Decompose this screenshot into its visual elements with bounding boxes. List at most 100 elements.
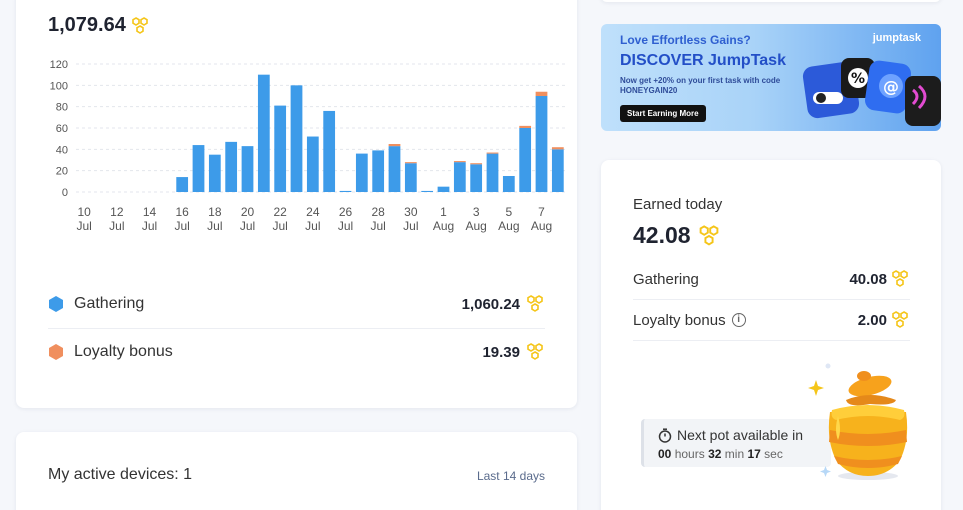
honey-pot-illustration[interactable] [808,360,918,485]
honeycomb-icon [527,343,543,360]
gathering-bar[interactable] [486,153,499,192]
pot-minutes: 32 [708,447,722,461]
next-pot-label: Next pot available in [677,427,804,443]
legend-row-gathering: Gathering 1,060.24 [48,280,545,328]
loyalty-bar[interactable] [535,91,548,96]
gathering-bar[interactable] [257,74,270,192]
legend-row-loyalty: Loyalty bonus 19.39 [48,328,545,376]
gathering-bar[interactable] [225,141,238,192]
pot-hours-unit: hours [674,447,705,461]
gathering-bar[interactable] [421,190,434,192]
gathering-bar[interactable] [453,162,466,192]
x-tick-label: Jul [142,219,157,233]
x-tick-label: 5 [505,205,512,219]
y-tick-label: 100 [50,80,68,92]
x-tick-label: 20 [241,205,255,219]
honeycomb-icon [527,295,543,312]
loyalty-bar[interactable] [404,162,417,164]
jumptask-promo-banner[interactable]: Love Effortless Gains? DISCOVER JumpTask… [601,24,941,131]
jumptask-logo: jumptask [872,32,921,44]
pot-seconds-unit: sec [764,447,783,461]
y-tick-label: 80 [56,102,68,114]
gathering-bar[interactable] [208,154,221,192]
gathering-bar[interactable] [306,136,319,192]
earned-label-gathering: Gathering [633,270,699,288]
x-tick-label: Jul [174,219,189,233]
svg-text:%: % [851,71,865,87]
stopwatch-icon [658,427,672,443]
y-tick-label: 60 [56,123,68,135]
x-tick-label: Aug [531,219,552,233]
balance-total-value: 1,079.64 [48,14,126,36]
gathering-bar[interactable] [339,190,352,192]
x-tick-label: 22 [273,205,287,219]
x-tick-label: Jul [109,219,124,233]
gathering-bar[interactable] [176,177,189,192]
banner-body: Now get +20% on your first task with cod… [620,76,781,95]
gathering-bar[interactable] [437,186,450,192]
gathering-bar[interactable] [290,85,303,192]
gathering-bar[interactable] [355,153,368,192]
x-tick-label: Aug [498,219,519,233]
earned-today-title: Earned today [633,196,723,213]
x-tick-label: 10 [77,205,91,219]
x-tick-label: 26 [339,205,353,219]
loyalty-bar[interactable] [519,125,532,128]
gathering-bar[interactable] [388,146,401,192]
earned-today-value: 42.08 [633,222,691,248]
x-tick-label: 18 [208,205,222,219]
info-icon[interactable]: i [731,313,746,327]
legend-value-loyalty: 19.39 [482,343,520,361]
loyalty-bar[interactable] [388,144,401,147]
x-tick-label: 28 [371,205,385,219]
svg-text:@: @ [883,77,899,96]
x-tick-label: Jul [403,219,418,233]
loyalty-bar[interactable] [453,161,466,163]
gathering-bar[interactable] [551,149,564,192]
gathering-bar[interactable] [274,105,287,192]
pot-hours: 00 [658,447,672,461]
devices-card: My active devices: 1 Last 14 days [16,432,577,510]
earned-today-total: 42.08 [633,222,721,249]
x-tick-label: 1 [440,205,447,219]
x-tick-label: Jul [338,219,353,233]
gathering-bar[interactable] [192,145,205,192]
gathering-bar[interactable] [470,164,483,192]
legend-label-gathering: Gathering [74,295,145,312]
x-tick-label: 3 [473,205,480,219]
honeycomb-icon [132,16,148,34]
loyalty-bar[interactable] [551,147,564,150]
pot-minutes-unit: min [724,447,745,461]
start-earning-button[interactable]: Start Earning More [620,105,706,122]
y-tick-label: 120 [50,59,68,71]
pot-seconds: 17 [747,447,761,461]
gathering-bar[interactable] [241,146,254,192]
right-top-card [601,0,941,2]
earned-row-loyalty: Loyalty bonus i 2.00 [633,300,910,340]
loyalty-bar[interactable] [486,152,499,154]
loyalty-bar[interactable] [470,163,483,165]
balance-total: 1,079.64 [48,14,150,37]
gathering-bar[interactable] [535,96,548,192]
x-tick-label: 24 [306,205,320,219]
gathering-hexagon-icon [49,296,63,312]
honeycomb-icon [892,270,908,287]
gathering-bar[interactable] [519,128,532,192]
x-tick-label: 16 [175,205,189,219]
x-tick-label: 14 [143,205,157,219]
devices-range-selector[interactable]: Last 14 days [476,469,545,483]
gathering-bar[interactable] [404,163,417,192]
y-tick-label: 40 [56,144,68,156]
devices-title: My active devices: 1 [48,466,193,483]
x-tick-label: Aug [433,219,454,233]
x-tick-label: Jul [207,219,222,233]
gathering-bar[interactable] [502,176,515,192]
earned-divider [633,299,910,300]
gathering-bar[interactable] [323,110,336,192]
legend-divider [48,328,545,329]
x-tick-label: 7 [538,205,545,219]
legend-label-loyalty: Loyalty bonus [74,343,173,360]
balance-card: 1,079.64 0 20 40 60 80 100 120 10 Jul 12 Jul 14 Jul 1… [16,0,577,408]
x-tick-label: 12 [110,205,124,219]
gathering-bar[interactable] [372,150,385,192]
